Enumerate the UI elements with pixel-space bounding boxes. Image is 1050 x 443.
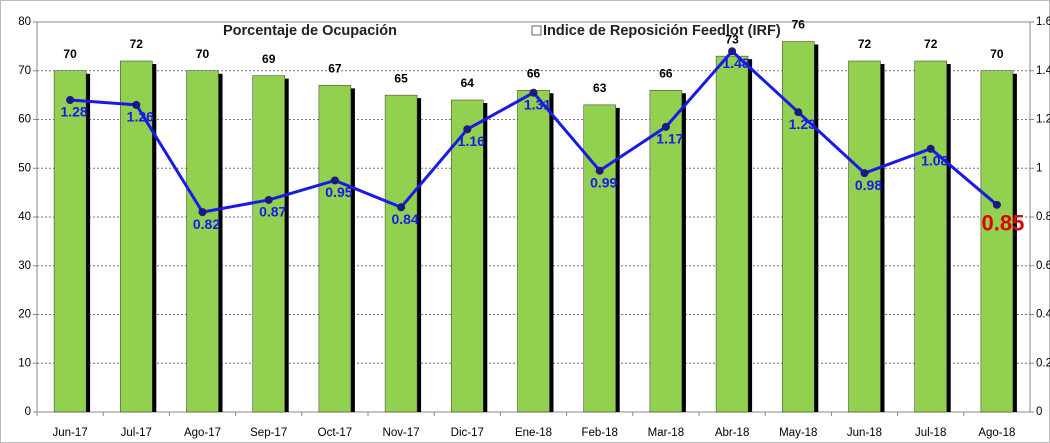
line-point	[992, 200, 1001, 209]
x-tick-label: Jul-17	[121, 427, 152, 439]
y2-tick-label: 0	[1036, 406, 1042, 418]
line-point	[264, 195, 273, 204]
bar	[53, 70, 87, 413]
y-tick-label: 20	[18, 309, 31, 321]
bar	[318, 85, 352, 413]
y2-tick-label: 0.8	[1036, 211, 1050, 223]
line-value-label: 1.23	[789, 116, 816, 132]
line-point	[794, 108, 803, 117]
line-point	[595, 166, 604, 175]
y-tick-label: 30	[18, 260, 31, 272]
bar-value-label: 76	[792, 18, 806, 32]
y2-tick-label: 1.6	[1036, 16, 1050, 28]
x-tick-label: Abr-18	[715, 427, 750, 439]
line-point	[66, 96, 75, 104]
bar	[782, 41, 815, 413]
bar-value-label: 63	[593, 81, 607, 95]
legend-label: Porcentaje de Ocupación	[223, 23, 397, 39]
line-value-label: 1.48	[722, 55, 749, 71]
x-tick-label: Ago-18	[978, 427, 1015, 439]
bar	[715, 55, 749, 413]
bar-value-label: 72	[858, 37, 872, 51]
x-tick-label: Ago-17	[184, 427, 221, 439]
x-tick-label: Nov-17	[383, 427, 420, 439]
y-tick-label: 50	[18, 162, 31, 174]
bar-value-label: 66	[527, 66, 541, 80]
x-tick-label: Sep-17	[250, 427, 287, 439]
y-tick-label: 80	[18, 16, 31, 28]
line-point	[728, 47, 737, 56]
x-tick-label: Mar-18	[648, 427, 684, 439]
bar-value-label: 72	[924, 37, 938, 51]
bar-value-label: 66	[659, 66, 673, 80]
line-value-label: 1.31	[524, 96, 551, 112]
line-point	[132, 100, 141, 109]
legend-label: Indice de Reposición Feedlot (IRF)	[543, 23, 781, 39]
y-tick-label: 60	[18, 114, 31, 126]
line-point	[330, 176, 339, 185]
x-tick-label: May-18	[779, 427, 817, 439]
bar-value-label: 65	[394, 71, 408, 85]
y2-tick-label: 1.2	[1036, 114, 1050, 126]
bar	[649, 90, 683, 413]
bar	[848, 60, 881, 413]
line-point	[926, 144, 935, 153]
line-value-label: 0.84	[391, 211, 418, 227]
x-tick-label: Dic-17	[451, 427, 484, 439]
bar	[583, 104, 616, 413]
line-value-label: 1.16	[458, 133, 485, 149]
y-tick-label: 70	[18, 65, 31, 77]
y2-tick-label: 1	[1036, 162, 1042, 174]
bar	[451, 99, 484, 413]
line-value-label: 0.99	[590, 174, 617, 190]
x-tick-label: Jul-18	[915, 427, 946, 439]
line-value-label: 0.82	[193, 216, 220, 232]
y2-tick-label: 0.6	[1036, 260, 1050, 272]
x-tick-label: Jun-18	[847, 427, 882, 439]
x-tick-label: Oct-17	[318, 427, 353, 439]
line-point	[198, 208, 207, 217]
x-tick-label: Ene-18	[515, 427, 552, 439]
line-value-label: 0.98	[855, 177, 882, 193]
bar-value-label: 70	[63, 47, 77, 61]
bar	[914, 60, 947, 413]
bar-value-label: 70	[990, 47, 1004, 61]
bar	[980, 70, 1014, 413]
bar-value-label: 70	[196, 47, 210, 61]
bar-value-label: 72	[130, 37, 144, 51]
line-value-label: 1.26	[127, 109, 154, 125]
line-value-label: 0.87	[259, 204, 286, 220]
x-tick-label: Jun-17	[53, 427, 88, 439]
line-point	[397, 203, 406, 212]
bar	[186, 70, 219, 413]
line-value-label: 1.08	[921, 152, 948, 168]
bar-value-label: 67	[328, 62, 342, 76]
y-tick-label: 10	[18, 357, 31, 369]
bar	[384, 94, 418, 413]
line-point	[463, 125, 472, 134]
bar-value-label: 64	[461, 76, 475, 90]
line-point	[661, 122, 670, 131]
y2-tick-label: 1.4	[1036, 65, 1050, 77]
bar	[252, 75, 285, 413]
y-tick-label: 40	[18, 211, 31, 223]
bar-value-label: 73	[725, 32, 739, 46]
bar-value-label: 69	[262, 52, 276, 66]
y2-tick-label: 0.2	[1036, 357, 1050, 369]
line-value-label: 0.85	[981, 211, 1024, 236]
y-tick-label: 0	[25, 406, 31, 418]
bar	[517, 90, 550, 413]
line-value-label: 1.28	[60, 104, 87, 120]
line-value-label: 1.17	[656, 131, 683, 147]
line-value-label: 0.95	[325, 184, 352, 200]
x-tick-label: Feb-18	[581, 427, 617, 439]
y2-tick-label: 0.4	[1036, 309, 1050, 321]
line-point	[529, 88, 538, 97]
legend-marker	[531, 25, 542, 36]
line-point	[860, 169, 869, 178]
